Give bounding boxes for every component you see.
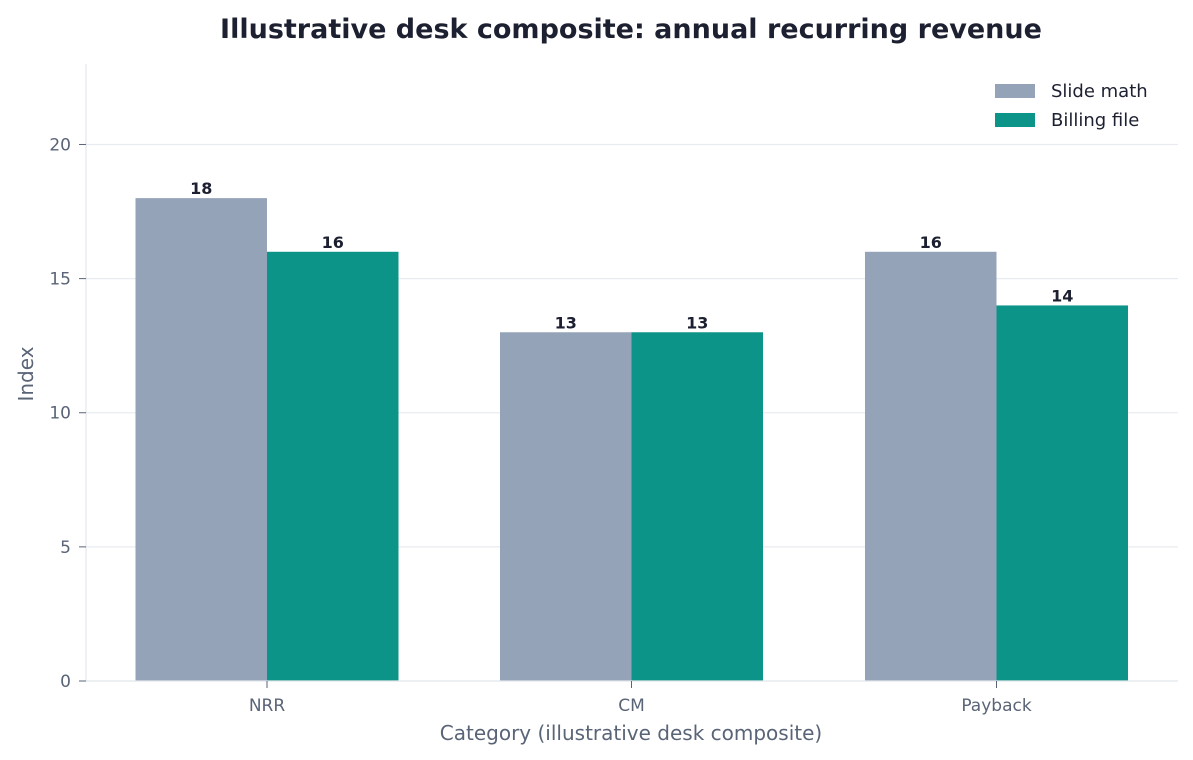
bar-value-label: 16 [920, 233, 942, 252]
x-ticks: NRR CM Payback [249, 681, 1032, 716]
bar [267, 251, 399, 682]
y-axis-label: Index [14, 346, 38, 401]
bar-value-label: 16 [322, 233, 344, 252]
legend-swatch [995, 84, 1035, 98]
y-tick-label: 10 [49, 404, 71, 424]
legend: Slide math Billing file [995, 81, 1148, 131]
bar-value-label: 13 [555, 313, 577, 332]
x-tick-label: Payback [961, 696, 1032, 716]
bar [996, 305, 1128, 681]
x-tick-label: NRR [249, 696, 286, 716]
y-ticks: 0 5 10 15 20 [49, 135, 86, 692]
bar-value-label: 13 [686, 313, 708, 332]
y-tick-label: 15 [49, 270, 71, 290]
x-tick-label: CM [618, 696, 645, 716]
bars [135, 198, 1128, 682]
bar [865, 251, 997, 682]
bar [135, 198, 267, 681]
legend-label: Billing file [1051, 110, 1139, 131]
y-tick-label: 5 [60, 538, 71, 558]
y-tick-label: 20 [49, 135, 71, 155]
y-tick-label: 0 [60, 672, 71, 692]
legend-swatch [995, 113, 1035, 127]
bar [631, 332, 763, 681]
x-axis-label: Category (illustrative desk composite) [440, 721, 822, 745]
bar-labels: 18 16 13 13 16 14 [190, 179, 1073, 332]
bar [500, 332, 632, 681]
chart-title: Illustrative desk composite: annual recu… [220, 14, 1042, 45]
legend-label: Slide math [1051, 81, 1148, 102]
bar-value-label: 18 [190, 179, 212, 198]
bar-value-label: 14 [1051, 286, 1073, 305]
